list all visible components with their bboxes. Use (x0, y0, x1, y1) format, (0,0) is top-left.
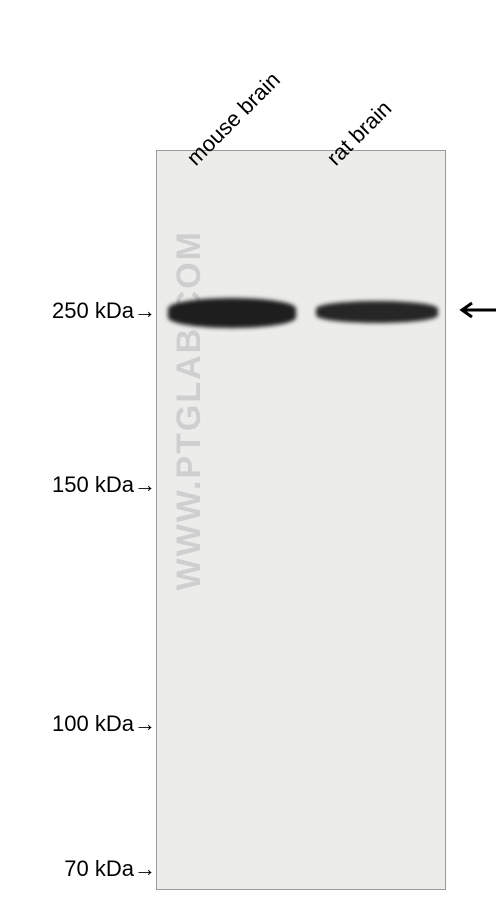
western-blot-figure: { "figure": { "type": "western-blot", "w… (0, 0, 500, 903)
blot-membrane (156, 150, 446, 890)
arrow-right-icon: → (134, 298, 156, 324)
marker-70kda: 70 kDa→ (0, 856, 156, 882)
band-lane0 (168, 298, 296, 328)
marker-text-1: 150 kDa (52, 472, 134, 497)
marker-text-0: 250 kDa (52, 298, 134, 323)
arrow-right-icon: → (134, 472, 156, 498)
marker-text-2: 100 kDa (52, 711, 134, 736)
arrow-right-icon: → (134, 856, 156, 882)
marker-text-3: 70 kDa (64, 856, 134, 881)
arrow-right-icon: → (134, 711, 156, 737)
result-arrow-icon (458, 300, 498, 320)
marker-100kda: 100 kDa→ (0, 711, 156, 737)
band-lane1 (316, 301, 438, 323)
marker-250kda: 250 kDa→ (0, 298, 156, 324)
marker-150kda: 150 kDa→ (0, 472, 156, 498)
